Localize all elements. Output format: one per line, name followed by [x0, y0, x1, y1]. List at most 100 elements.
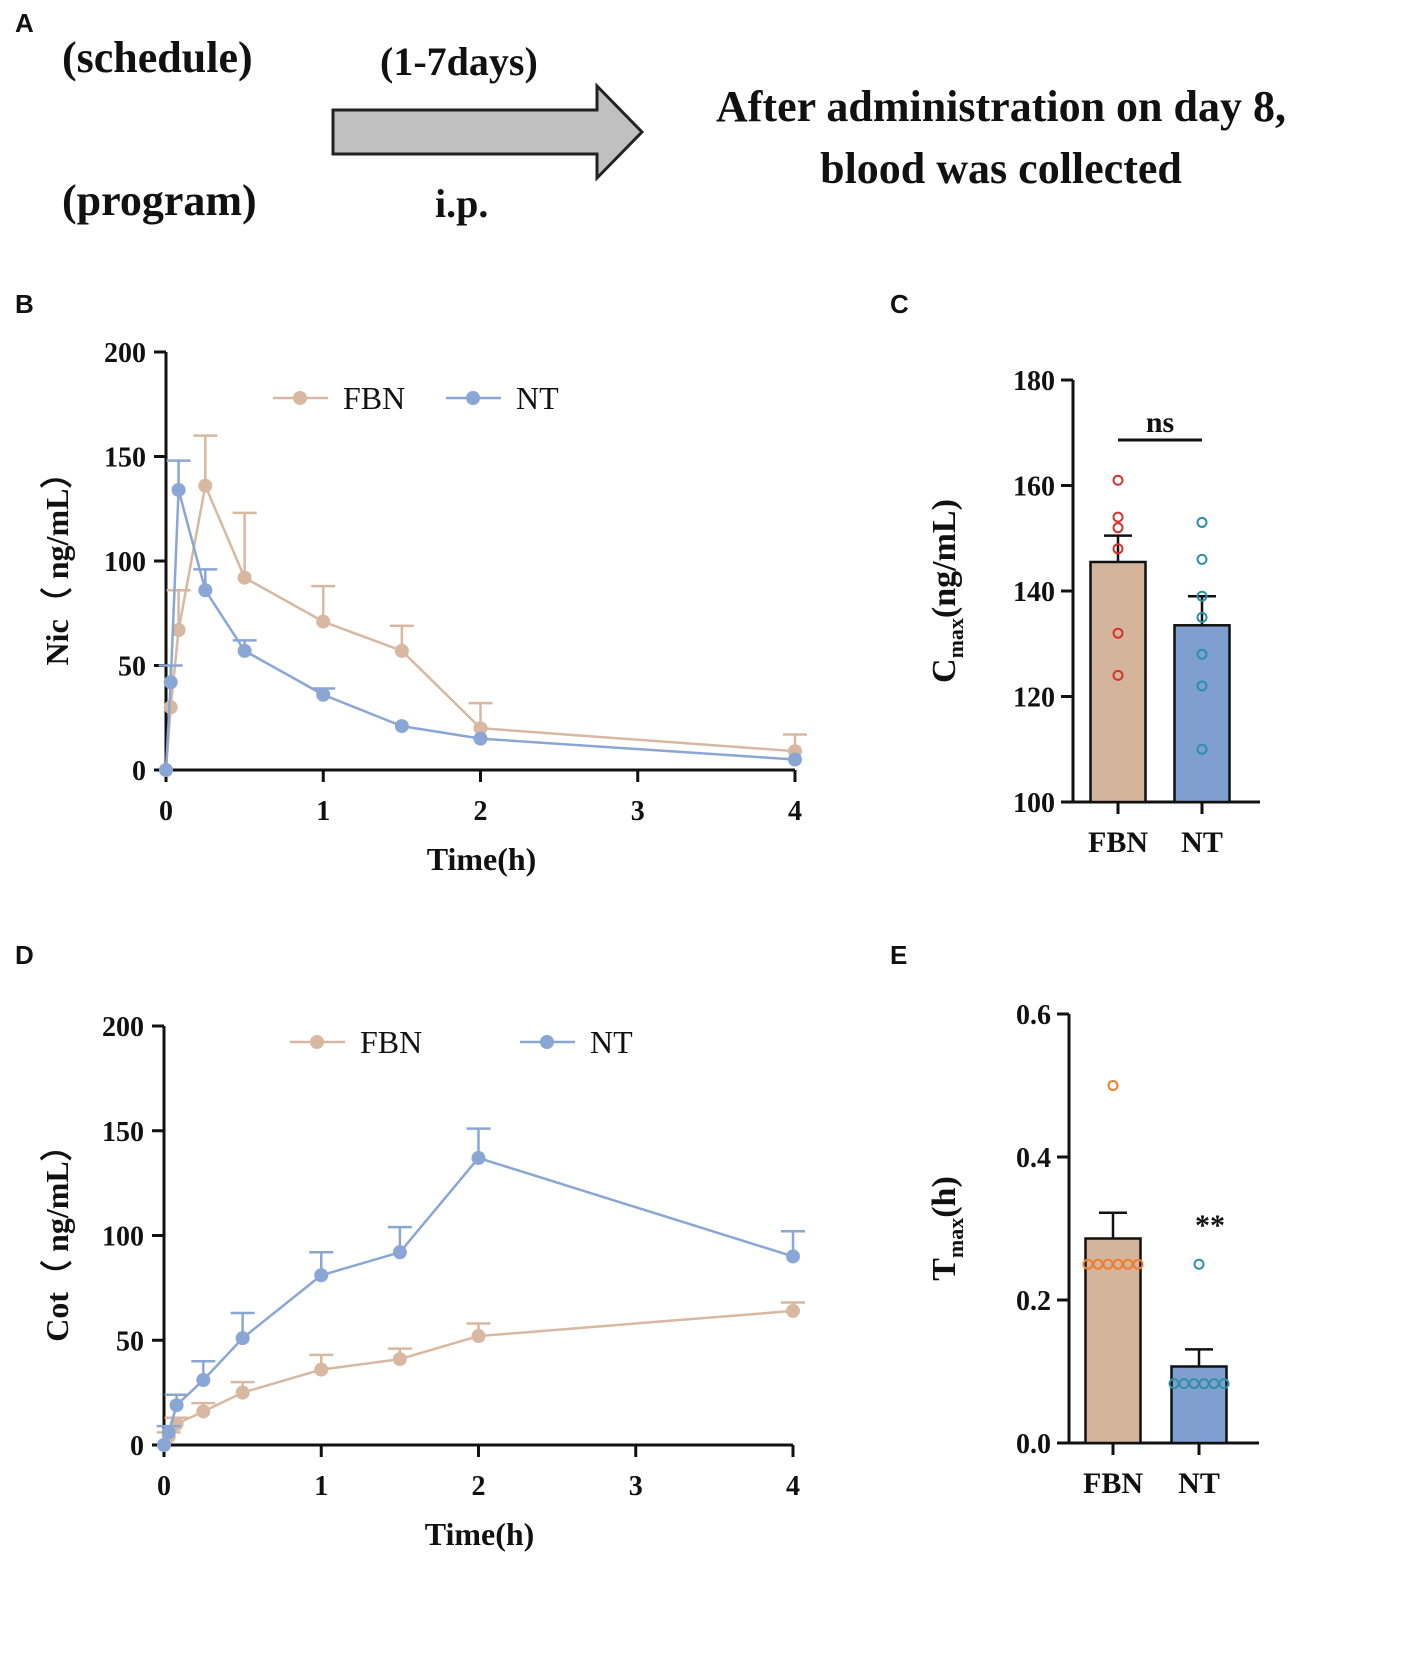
program-label: (program) [62, 176, 257, 225]
route-label: i.p. [435, 181, 489, 226]
data-point-nt [473, 731, 488, 746]
x-tick-label: 3 [631, 796, 645, 827]
data-point-nt [235, 1331, 250, 1346]
y-tick-label: 150 [102, 1117, 144, 1148]
x-tick-label: FBN [1083, 1467, 1143, 1500]
data-point-fbn [171, 622, 186, 637]
data-point-nt [159, 763, 173, 777]
individual-point [1196, 680, 1208, 692]
y-tick-label: 160 [1013, 472, 1055, 503]
y-axis-title: Nic（ ng/mL） [39, 457, 75, 666]
schedule-label: (schedule) [62, 33, 253, 82]
y-tick-label: 200 [102, 1012, 144, 1043]
x-axis-title: Time(h) [427, 841, 537, 877]
data-point-nt [157, 1438, 171, 1452]
data-point-fbn [163, 700, 178, 715]
panel-label-e: E [890, 940, 908, 970]
data-point-nt [171, 482, 186, 497]
legend-marker [310, 1035, 324, 1049]
data-point-fbn [471, 1329, 486, 1344]
x-tick-label: 1 [316, 796, 330, 827]
x-tick-label: 4 [788, 796, 802, 827]
individual-point [1132, 1258, 1144, 1270]
data-point-nt [237, 643, 252, 658]
legend-marker [293, 391, 307, 405]
individual-point [1112, 474, 1124, 486]
individual-point [1112, 627, 1124, 639]
data-point-fbn [316, 614, 331, 629]
y-tick-label: 0 [132, 756, 146, 787]
y-tick-label: 100 [104, 547, 146, 578]
y-axis-title-tail: (h) [926, 1176, 963, 1218]
y-axis-title-sub: max [943, 618, 968, 658]
data-point-fbn [314, 1362, 329, 1377]
y-tick-label: 0.4 [1016, 1143, 1051, 1174]
significance-label: ** [1195, 1209, 1225, 1242]
y-tick-label: 140 [1013, 577, 1055, 608]
data-point-nt [316, 687, 331, 702]
legend-marker [466, 391, 480, 405]
bar-fbn [1089, 560, 1147, 804]
x-tick-label: NT [1178, 1467, 1220, 1500]
data-point-fbn [392, 1352, 407, 1367]
data-point-fbn [196, 1404, 211, 1419]
y-tick-label: 0 [130, 1431, 144, 1462]
x-tick-label: 2 [474, 796, 488, 827]
panel-label-d: D [15, 940, 34, 970]
y-axis-title-main: T [926, 1258, 963, 1281]
data-point-fbn [473, 721, 488, 736]
y-tick-label: 120 [1013, 683, 1055, 714]
y-tick-label: 200 [104, 338, 146, 369]
y-axis-title: Cot（ ng/mL） [39, 1129, 75, 1341]
result-text: After administration on day 8, blood was… [686, 76, 1316, 200]
individual-point [1196, 743, 1208, 755]
data-point-nt [392, 1245, 407, 1260]
x-axis-title: Time(h) [425, 1516, 535, 1552]
data-point-nt [394, 719, 409, 734]
bar-fbn [1084, 1237, 1142, 1445]
data-point-fbn [198, 478, 213, 493]
individual-point [1196, 590, 1208, 602]
y-tick-label: 100 [1013, 788, 1055, 819]
data-point-nt [786, 1249, 800, 1264]
x-tick-label: 1 [314, 1471, 328, 1502]
individual-point [1196, 553, 1208, 565]
data-point-nt [788, 752, 802, 767]
legend-marker [540, 1035, 554, 1049]
x-tick-label: 2 [472, 1471, 486, 1502]
y-tick-label: 50 [118, 652, 146, 683]
data-point-nt [471, 1150, 486, 1165]
data-point-nt [198, 583, 213, 598]
y-axis-title-sub: max [943, 1218, 968, 1258]
x-tick-label: 0 [157, 1471, 171, 1502]
individual-point [1112, 669, 1124, 681]
duration-label: (1-7days) [380, 39, 538, 84]
y-axis-title: Cmax(ng/mL) [926, 499, 968, 683]
bar-nt [1173, 624, 1231, 804]
y-axis-title-main: C [926, 658, 963, 683]
legend-label: NT [516, 380, 559, 416]
x-tick-label: 4 [786, 1471, 800, 1502]
data-point-fbn [237, 570, 252, 585]
individual-point [1107, 1080, 1119, 1091]
individual-point [1196, 611, 1208, 623]
y-tick-label: 0.0 [1016, 1429, 1051, 1460]
y-tick-label: 0.6 [1016, 1000, 1051, 1031]
bar-nt [1170, 1365, 1228, 1445]
y-axis-title-tail: (ng/mL) [926, 499, 963, 618]
y-tick-label: 100 [102, 1222, 144, 1253]
result-line-1: After administration on day 8, [716, 82, 1286, 131]
individual-point [1112, 543, 1124, 555]
individual-point [1196, 516, 1208, 528]
data-point-nt [196, 1373, 211, 1388]
legend-label: FBN [360, 1024, 422, 1060]
y-tick-label: 150 [104, 443, 146, 474]
data-point-nt [163, 675, 178, 690]
significance-label: ns [1146, 406, 1174, 439]
y-axis-title: Tmax(h) [926, 1176, 968, 1281]
y-tick-label: 0.2 [1016, 1286, 1051, 1317]
